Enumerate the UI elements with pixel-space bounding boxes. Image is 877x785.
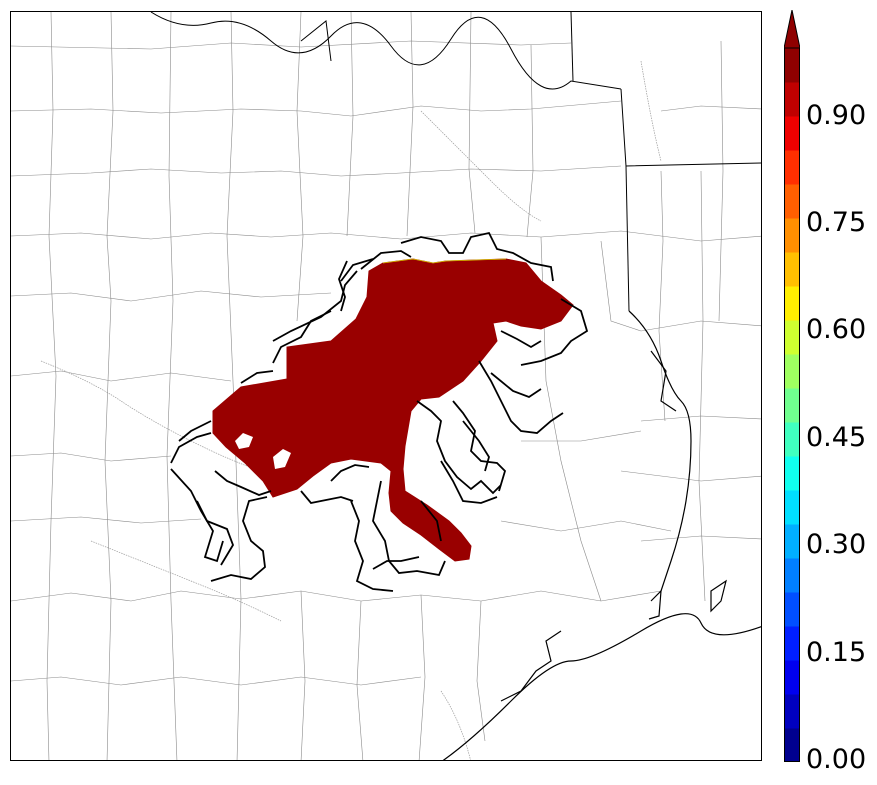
probability-region (212, 258, 574, 562)
colorbar-tick-5: 0.15 (806, 637, 867, 668)
colorbar-segment (784, 82, 800, 117)
colorbar (784, 10, 800, 762)
colorbar-segment (784, 694, 800, 729)
colorbar-segment (784, 388, 800, 423)
colorbar-tick-4: 0.30 (806, 529, 867, 560)
colorbar-segment (784, 558, 800, 593)
colorbar-segment (784, 660, 800, 695)
colorbar-segment (784, 150, 800, 185)
map-panel (10, 11, 762, 761)
colorbar-segment (784, 320, 800, 355)
colorbar-segments (784, 48, 800, 762)
colorbar-extend-arrow (784, 10, 800, 49)
rivers (40, 60, 662, 760)
colorbar-segment (784, 252, 800, 287)
colorbar-segment (784, 490, 800, 525)
colorbar-tick-3: 0.45 (806, 422, 867, 453)
colorbar-segment (784, 456, 800, 491)
colorbar-segment (784, 218, 800, 253)
colorbar-segment (784, 626, 800, 661)
colorbar-segment (784, 116, 800, 151)
ensemble-contours (170, 231, 589, 592)
state-boundaries (150, 12, 761, 312)
colorbar-tick-0: 0.90 (806, 100, 867, 131)
colorbar-segment (784, 592, 800, 627)
colorbar-segment (784, 48, 800, 83)
map-canvas (11, 12, 761, 760)
colorbar-segment (784, 524, 800, 559)
colorbar-segment (784, 422, 800, 457)
colorbar-tick-6: 0.00 (806, 744, 867, 775)
colorbar-segment (784, 354, 800, 389)
colorbar-tick-2: 0.60 (806, 314, 867, 345)
fill-edge-highlight (382, 258, 507, 264)
colorbar-tick-1: 0.75 (806, 207, 867, 238)
colorbar-segment (784, 728, 800, 762)
colorbar-outline (784, 47, 800, 762)
colorbar-segment (784, 184, 800, 219)
coastline (442, 310, 761, 760)
county-boundaries (11, 12, 761, 760)
probability-holes (235, 433, 291, 469)
colorbar-segment (784, 286, 800, 321)
